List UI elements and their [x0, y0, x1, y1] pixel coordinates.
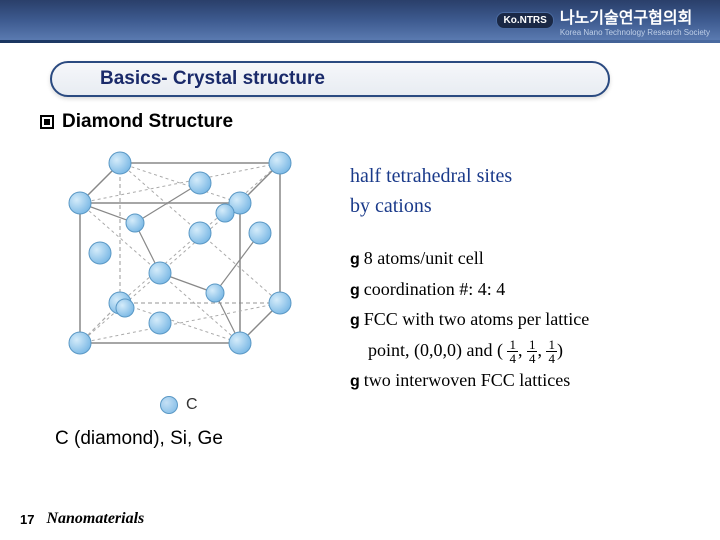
note-blue: half tetrahedral sites by cations — [350, 161, 690, 221]
header-bar: Ko.NTRS 나노기술연구협의회 Korea Nano Technology … — [0, 0, 720, 40]
bullet-1: 8 atoms/unit cell — [350, 243, 690, 274]
bullet-3-line2: point, (0,0,0) and ( 14, 14, 14) — [368, 335, 690, 366]
bullet-3: FCC with two atoms per lattice — [350, 304, 690, 335]
blue-line1: half tetrahedral sites — [350, 165, 512, 187]
bullet-list: 8 atoms/unit cell coordination #: 4: 4 F… — [350, 243, 690, 396]
logo-sub: Korea Nano Technology Research Society — [560, 28, 710, 37]
page-number: 17 — [20, 512, 34, 527]
logo-badge: Ko.NTRS — [496, 12, 553, 29]
logo-korean: 나노기술연구협의회 — [560, 4, 710, 28]
title-pill: Basics- Crystal structure — [50, 61, 610, 97]
diagram-column: C — [50, 143, 320, 414]
logo-area: Ko.NTRS 나노기술연구협의회 Korea Nano Technology … — [496, 4, 710, 37]
frac-3: 14 — [546, 338, 557, 365]
content-area: C half tetrahedral sites by cations 8 at… — [0, 143, 720, 414]
subsection-title: Diamond Structure — [62, 111, 233, 133]
frac-2: 14 — [527, 338, 538, 365]
text-column: half tetrahedral sites by cations 8 atom… — [350, 143, 690, 414]
frac-1: 14 — [507, 338, 518, 365]
legend-atom-icon — [160, 396, 178, 414]
footer: 17 Nanomaterials — [20, 510, 144, 528]
bullet-icon — [40, 115, 54, 129]
legend: C — [160, 396, 320, 414]
header-underline — [0, 40, 720, 43]
bullet-2: coordination #: 4: 4 — [350, 274, 690, 305]
logo-text-block: 나노기술연구협의회 Korea Nano Technology Research… — [560, 4, 710, 37]
subsection-row: Diamond Structure — [40, 111, 720, 133]
blue-line2: by cations — [350, 195, 432, 217]
legend-label: C — [186, 396, 198, 414]
crystal-diagram — [50, 143, 310, 383]
examples-line: C (diamond), Si, Ge — [55, 428, 720, 450]
slide-title: Basics- Crystal structure — [100, 68, 325, 90]
bullet-4: two interwoven FCC lattices — [350, 365, 690, 396]
course-name: Nanomaterials — [46, 510, 144, 528]
